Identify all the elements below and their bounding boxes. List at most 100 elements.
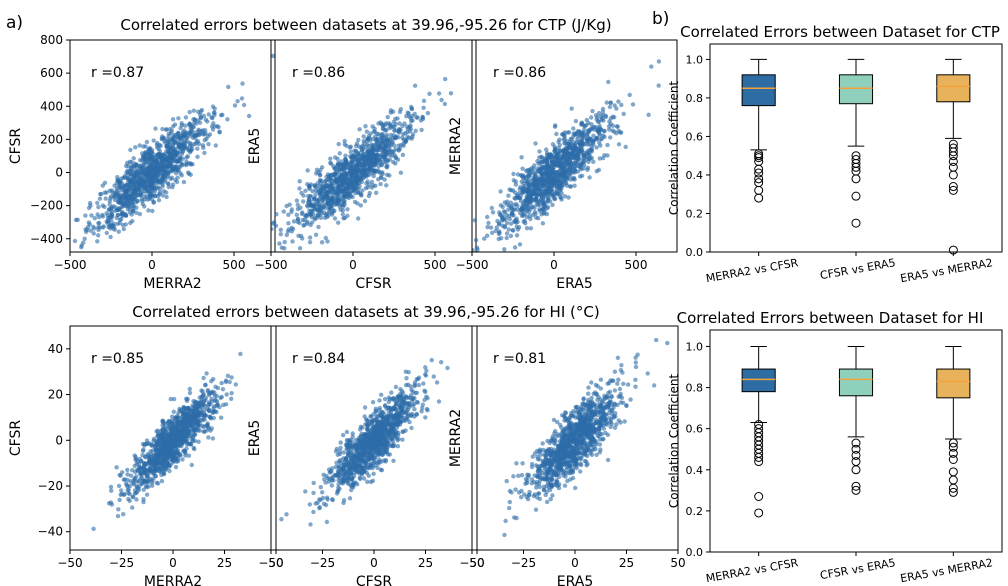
scatter-point bbox=[532, 163, 537, 168]
scatter-point bbox=[142, 442, 148, 447]
scatter-point bbox=[589, 115, 594, 120]
scatter-point bbox=[163, 139, 168, 144]
scatter-point bbox=[427, 91, 432, 97]
scatter-point bbox=[325, 183, 331, 188]
scatter-point bbox=[512, 245, 518, 250]
scatter-point bbox=[547, 176, 552, 182]
plot-frame bbox=[270, 39, 477, 253]
scatter-point bbox=[158, 179, 163, 185]
scatter-point bbox=[511, 207, 516, 212]
scatter-point bbox=[576, 129, 582, 134]
scatter-point bbox=[189, 423, 195, 428]
scatter-point bbox=[419, 127, 424, 133]
scatter-point bbox=[87, 222, 93, 227]
points-ctp-cfsr-era5 bbox=[271, 76, 454, 251]
scatter-point bbox=[313, 188, 319, 193]
scatter-point bbox=[153, 474, 158, 479]
scatter-point bbox=[196, 425, 201, 430]
scatter-point bbox=[371, 173, 376, 179]
scatter-point bbox=[170, 117, 176, 122]
scatter-point bbox=[298, 205, 303, 210]
scatter-point bbox=[206, 141, 211, 147]
scatter-point bbox=[184, 155, 189, 160]
scatter-point bbox=[537, 207, 542, 212]
scatter-point bbox=[591, 142, 596, 147]
scatter-point bbox=[102, 204, 107, 209]
scatter-point bbox=[384, 138, 389, 144]
scatter-point bbox=[389, 437, 394, 442]
scatter-point bbox=[291, 219, 297, 224]
scatter-point bbox=[279, 517, 284, 522]
scatter-point bbox=[344, 191, 349, 197]
scatter-point bbox=[389, 125, 394, 130]
scatter-point bbox=[619, 130, 624, 135]
scatter-point bbox=[195, 154, 200, 159]
scatter-point bbox=[143, 152, 149, 158]
scatter-point bbox=[180, 132, 186, 138]
scatter-point bbox=[169, 450, 174, 456]
scatter-point bbox=[173, 164, 178, 170]
scatter-point bbox=[485, 233, 490, 238]
scatter-point bbox=[391, 159, 396, 165]
scatter-point bbox=[608, 135, 613, 140]
scatter-point bbox=[616, 142, 622, 147]
scatter-point bbox=[589, 155, 594, 161]
scatter-point bbox=[498, 189, 503, 194]
scatter-point bbox=[181, 145, 186, 151]
scatter-point bbox=[587, 175, 592, 180]
scatter-point bbox=[396, 143, 401, 148]
scatter-point bbox=[511, 202, 517, 207]
scatter-point bbox=[166, 441, 172, 446]
scatter-point bbox=[125, 467, 130, 473]
scatter-point bbox=[359, 192, 364, 197]
scatter-point bbox=[684, 46, 688, 50]
y-axis-label: MERRA2 bbox=[448, 117, 464, 175]
scatter-point bbox=[497, 229, 502, 234]
scatter-point bbox=[124, 170, 129, 175]
scatter-point bbox=[490, 230, 495, 235]
scatter-point bbox=[326, 176, 331, 181]
scatter-point bbox=[173, 454, 179, 459]
scatter-point bbox=[86, 205, 92, 211]
scatter-point bbox=[302, 222, 307, 228]
scatter-point bbox=[109, 218, 114, 223]
scatter-point bbox=[398, 170, 404, 175]
scatter-point bbox=[136, 169, 141, 174]
scatter-point bbox=[133, 470, 138, 475]
scatter-point bbox=[621, 111, 626, 117]
scatter-point bbox=[178, 408, 183, 414]
points-hi-cfsr-era5 bbox=[279, 357, 450, 527]
scatter-point bbox=[566, 172, 571, 177]
scatter-point bbox=[139, 473, 144, 479]
correlation-annotation: r =0.87 bbox=[91, 65, 144, 81]
scatter-point bbox=[150, 483, 155, 488]
scatter-point bbox=[507, 216, 512, 222]
scatter-point bbox=[528, 226, 534, 231]
y-tick-label: 600 bbox=[40, 66, 63, 80]
scatter-point bbox=[549, 165, 554, 171]
scatter-point bbox=[332, 208, 337, 213]
scatter-point bbox=[200, 418, 205, 423]
scatter-point bbox=[131, 156, 136, 161]
scatter-point bbox=[167, 447, 172, 452]
scatter-point bbox=[533, 141, 538, 146]
scatter-point bbox=[176, 144, 181, 149]
scatter-point bbox=[167, 468, 172, 474]
scatter-point bbox=[550, 158, 555, 163]
scatter-point bbox=[217, 130, 222, 135]
scatter-point bbox=[155, 447, 160, 452]
scatter-point bbox=[206, 435, 211, 440]
scatter-point bbox=[561, 177, 566, 182]
scatter-point bbox=[488, 225, 494, 230]
scatter-point bbox=[297, 220, 302, 226]
scatter-point bbox=[177, 430, 182, 436]
scatter-point bbox=[550, 202, 555, 208]
scatter-point bbox=[213, 384, 218, 389]
scatter-point bbox=[544, 206, 550, 211]
panel-label-b: b) bbox=[652, 9, 669, 29]
plots-layer: −500 0 500−400−2000200400600800MERRA2CFSRr… bbox=[8, 33, 1003, 586]
y-tick-label: 40 bbox=[48, 342, 63, 356]
scatter-point bbox=[539, 212, 544, 217]
scatter-point bbox=[391, 109, 396, 114]
scatter-point bbox=[353, 190, 358, 196]
